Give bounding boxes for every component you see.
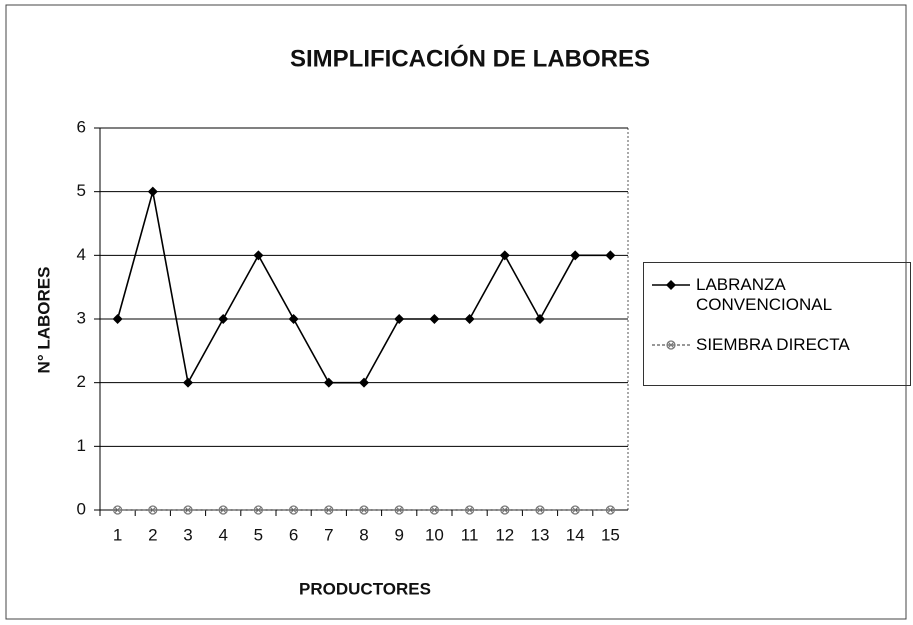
data-point: [218, 505, 228, 515]
marker-cross: [184, 506, 192, 514]
data-point: [465, 505, 475, 515]
marker-cross: [395, 506, 403, 514]
y-tick-label: 0: [77, 499, 86, 518]
marker-cross: [360, 506, 368, 514]
legend-swatch: [652, 340, 690, 350]
data-point: [183, 505, 193, 515]
data-point: [605, 505, 616, 515]
data-point: [218, 314, 229, 324]
x-tick-label: 4: [218, 525, 227, 544]
legend-swatch: [652, 280, 690, 290]
data-point: [183, 377, 193, 388]
marker-cross: [501, 506, 509, 514]
marker-ring: [570, 505, 580, 515]
y-tick-label: 2: [77, 372, 86, 391]
data-point: [359, 377, 369, 388]
marker-ring: [394, 505, 404, 515]
x-tick-label: 12: [495, 525, 514, 544]
x-tick-label: 3: [183, 525, 192, 544]
chart-border: [5, 4, 907, 620]
marker-ring: [324, 505, 334, 515]
data-point: [429, 314, 440, 324]
data-point: [464, 314, 475, 324]
marker-ring: [112, 505, 123, 515]
legend-marker: [666, 280, 676, 290]
marker-ring: [148, 505, 158, 515]
x-tick-label: 5: [254, 525, 263, 544]
data-point: [429, 505, 439, 515]
x-tick-label: 9: [394, 525, 403, 544]
data-point: [288, 314, 299, 324]
data-point: [570, 505, 580, 515]
marker-cross: [114, 506, 122, 514]
marker-ring: [605, 505, 616, 515]
marker-cross: [290, 506, 298, 514]
data-point: [253, 250, 264, 261]
y-axis-label: N° LABORES: [34, 267, 53, 374]
x-tick-label: 8: [359, 525, 368, 544]
marker-cross: [430, 506, 438, 514]
data-point: [570, 250, 581, 261]
marker-cross: [325, 506, 333, 514]
series-line: [116, 191, 611, 386]
marker-ring: [666, 340, 676, 350]
x-tick-label: 2: [148, 525, 157, 544]
marker-ring: [289, 505, 299, 515]
marker-cross: [606, 506, 614, 514]
data-point: [324, 505, 334, 515]
y-tick-label: 6: [77, 117, 86, 136]
x-tick-label: 13: [531, 525, 550, 544]
x-tick-label: 11: [461, 525, 479, 544]
marker-ring: [253, 505, 263, 515]
legend-label: LABRANZA CONVENCIONAL: [696, 275, 833, 314]
data-point: [112, 314, 123, 324]
x-axis-label: PRODUCTORES: [299, 579, 431, 598]
data-point: [253, 505, 263, 515]
marker-cross: [219, 506, 227, 514]
marker-cross: [254, 506, 262, 514]
marker-ring: [465, 505, 475, 515]
x-tick-label: 6: [289, 525, 298, 544]
data-point: [535, 314, 545, 324]
data-point: [359, 505, 369, 515]
marker-cross: [571, 506, 579, 514]
marker-ring: [359, 505, 369, 515]
data-point: [147, 186, 158, 197]
data-point: [394, 314, 405, 324]
x-tick-label: 1: [113, 525, 122, 544]
data-point: [289, 505, 299, 515]
x-tick-label: 10: [425, 525, 444, 544]
marker-cross: [149, 506, 157, 514]
marker-cross: [667, 341, 675, 349]
data-point: [499, 250, 510, 261]
marker-ring: [218, 505, 228, 515]
marker-cross: [536, 506, 544, 514]
marker-ring: [429, 505, 439, 515]
data-point: [323, 377, 334, 388]
y-tick-label: 4: [77, 245, 86, 264]
data-point: [535, 505, 545, 515]
x-tick-label: 14: [566, 525, 585, 544]
y-tick-label: 1: [77, 436, 86, 455]
data-point: [148, 505, 158, 515]
chart-title: SIMPLIFICACIÓN DE LABORES: [290, 44, 650, 72]
x-tick-label: 15: [601, 525, 620, 544]
marker-cross: [466, 506, 474, 514]
data-point: [112, 505, 123, 515]
legend-marker: [666, 340, 676, 350]
data-point: [500, 505, 510, 515]
data-point: [605, 250, 616, 261]
y-tick-label: 3: [77, 308, 86, 327]
marker-ring: [535, 505, 545, 515]
y-tick-label: 5: [77, 181, 86, 200]
legend: LABRANZA CONVENCIONAL SIEMBRA DIRECTA: [643, 262, 911, 386]
data-point: [394, 505, 404, 515]
x-tick-label: 7: [324, 525, 333, 544]
marker-ring: [183, 505, 193, 515]
legend-label: SIEMBRA DIRECTA: [696, 335, 850, 354]
marker-ring: [500, 505, 510, 515]
